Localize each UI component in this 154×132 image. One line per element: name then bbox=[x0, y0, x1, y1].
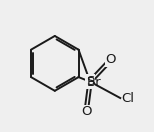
Text: Cl: Cl bbox=[121, 92, 134, 105]
Text: S: S bbox=[86, 75, 94, 88]
Text: Br: Br bbox=[86, 76, 101, 89]
Text: O: O bbox=[106, 53, 116, 66]
Text: O: O bbox=[81, 105, 91, 118]
